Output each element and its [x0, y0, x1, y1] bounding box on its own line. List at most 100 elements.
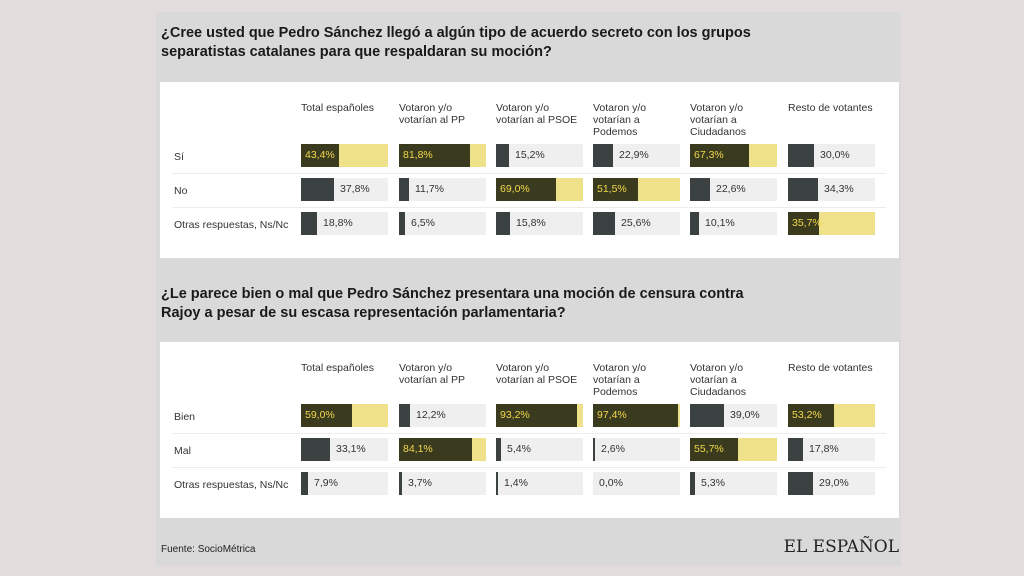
data-label: 7,9% — [314, 477, 338, 489]
bar-cell: 97,4% — [593, 404, 680, 427]
bar — [593, 212, 615, 235]
bar-cell: 17,8% — [788, 438, 875, 461]
data-label: 5,4% — [507, 443, 531, 455]
bar-cell: 22,9% — [593, 144, 680, 167]
data-label: 18,8% — [323, 217, 353, 229]
bar — [690, 144, 749, 167]
bar — [593, 438, 595, 461]
data-label: 69,0% — [500, 183, 530, 195]
data-label: 29,0% — [819, 477, 849, 489]
data-label: 12,2% — [416, 409, 446, 421]
bar — [690, 438, 738, 461]
data-label: 37,8% — [340, 183, 370, 195]
bar — [399, 212, 405, 235]
column-header: Votaron y/o votarían al PSOE — [496, 102, 578, 126]
bar-cell: 5,3% — [690, 472, 777, 495]
data-label: 67,3% — [694, 149, 724, 161]
bar-cell: 1,4% — [496, 472, 583, 495]
bar — [399, 472, 402, 495]
chart-panel: ¿Cree usted que Pedro Sánchez llegó a al… — [156, 12, 901, 566]
row-divider — [172, 173, 886, 174]
data-label: 22,9% — [619, 149, 649, 161]
source-note: Fuente: SocioMétrica — [161, 544, 256, 555]
data-label: 11,7% — [415, 183, 444, 195]
bar-cell: 15,2% — [496, 144, 583, 167]
column-header: Votaron y/o votarían al PSOE — [496, 362, 578, 386]
row-label: Sí — [174, 151, 184, 163]
bar — [496, 472, 498, 495]
bar — [788, 212, 819, 235]
bar — [301, 404, 352, 427]
bar — [496, 404, 577, 427]
bar-cell: 18,8% — [301, 212, 388, 235]
bar — [593, 178, 638, 201]
bar-cell: 3,7% — [399, 472, 486, 495]
bar — [496, 212, 510, 235]
table-1: Total españoles Votaron y/o votarían al P… — [160, 82, 899, 258]
bar-cell: 69,0% — [496, 178, 583, 201]
bar-cell: 51,5% — [593, 178, 680, 201]
column-header: Votaron y/o votarían a Ciudadanos — [690, 362, 747, 398]
bar-cell: 67,3% — [690, 144, 777, 167]
column-header: Votaron y/o votarían al PP — [399, 102, 465, 126]
bar — [690, 212, 699, 235]
bar-cell: 22,6% — [690, 178, 777, 201]
data-label: 1,4% — [504, 477, 528, 489]
bar-cell: 29,0% — [788, 472, 875, 495]
data-label: 2,6% — [601, 443, 625, 455]
bar-cell: 39,0% — [690, 404, 777, 427]
data-label: 6,5% — [411, 217, 435, 229]
row-divider — [172, 433, 886, 434]
column-header: Total españoles — [301, 102, 374, 114]
brand-logo: EL ESPAÑOL — [783, 537, 899, 557]
bar-cell: 6,5% — [399, 212, 486, 235]
data-label: 43,4% — [305, 149, 335, 161]
data-label: 93,2% — [500, 409, 530, 421]
bar — [399, 438, 472, 461]
data-label: 15,2% — [515, 149, 545, 161]
data-label: 39,0% — [730, 409, 760, 421]
bar-cell: 25,6% — [593, 212, 680, 235]
bar — [496, 438, 501, 461]
column-header: Total españoles — [301, 362, 374, 374]
data-label: 22,6% — [716, 183, 746, 195]
column-header: Votaron y/o votarían al PP — [399, 362, 465, 386]
row-divider — [172, 207, 886, 208]
bar-cell: 93,2% — [496, 404, 583, 427]
data-label: 3,7% — [408, 477, 432, 489]
bar — [788, 472, 813, 495]
bar-cell: 81,8% — [399, 144, 486, 167]
bar — [788, 438, 803, 461]
row-label: Otras respuestas, Ns/Nc — [174, 479, 289, 491]
data-label: 55,7% — [694, 443, 724, 455]
data-label: 10,1% — [705, 217, 735, 229]
bar-cell: 30,0% — [788, 144, 875, 167]
data-label: 97,4% — [597, 409, 627, 421]
bar-cell: 59,0% — [301, 404, 388, 427]
bar-cell: 43,4% — [301, 144, 388, 167]
bar — [690, 178, 710, 201]
bar — [593, 404, 678, 427]
data-label: 0,0% — [599, 477, 623, 489]
bar — [690, 472, 695, 495]
bar-cell: 11,7% — [399, 178, 486, 201]
bar-cell: 84,1% — [399, 438, 486, 461]
bar — [399, 178, 409, 201]
data-label: 35,7% — [792, 217, 822, 229]
data-label: 15,8% — [516, 217, 546, 229]
bar-cell: 37,8% — [301, 178, 388, 201]
data-label: 25,6% — [621, 217, 651, 229]
bar — [399, 144, 470, 167]
bar-cell: 53,2% — [788, 404, 875, 427]
column-header: Votaron y/o votarían a Podemos — [593, 362, 647, 398]
data-label: 5,3% — [701, 477, 725, 489]
data-label: 30,0% — [820, 149, 850, 161]
bar — [301, 144, 339, 167]
bar-cell: 5,4% — [496, 438, 583, 461]
bar — [301, 178, 334, 201]
row-divider — [172, 467, 886, 468]
bar-cell: 55,7% — [690, 438, 777, 461]
bar — [788, 404, 834, 427]
column-header: Resto de votantes — [788, 102, 873, 114]
column-header: Votaron y/o votarían a Podemos — [593, 102, 647, 138]
